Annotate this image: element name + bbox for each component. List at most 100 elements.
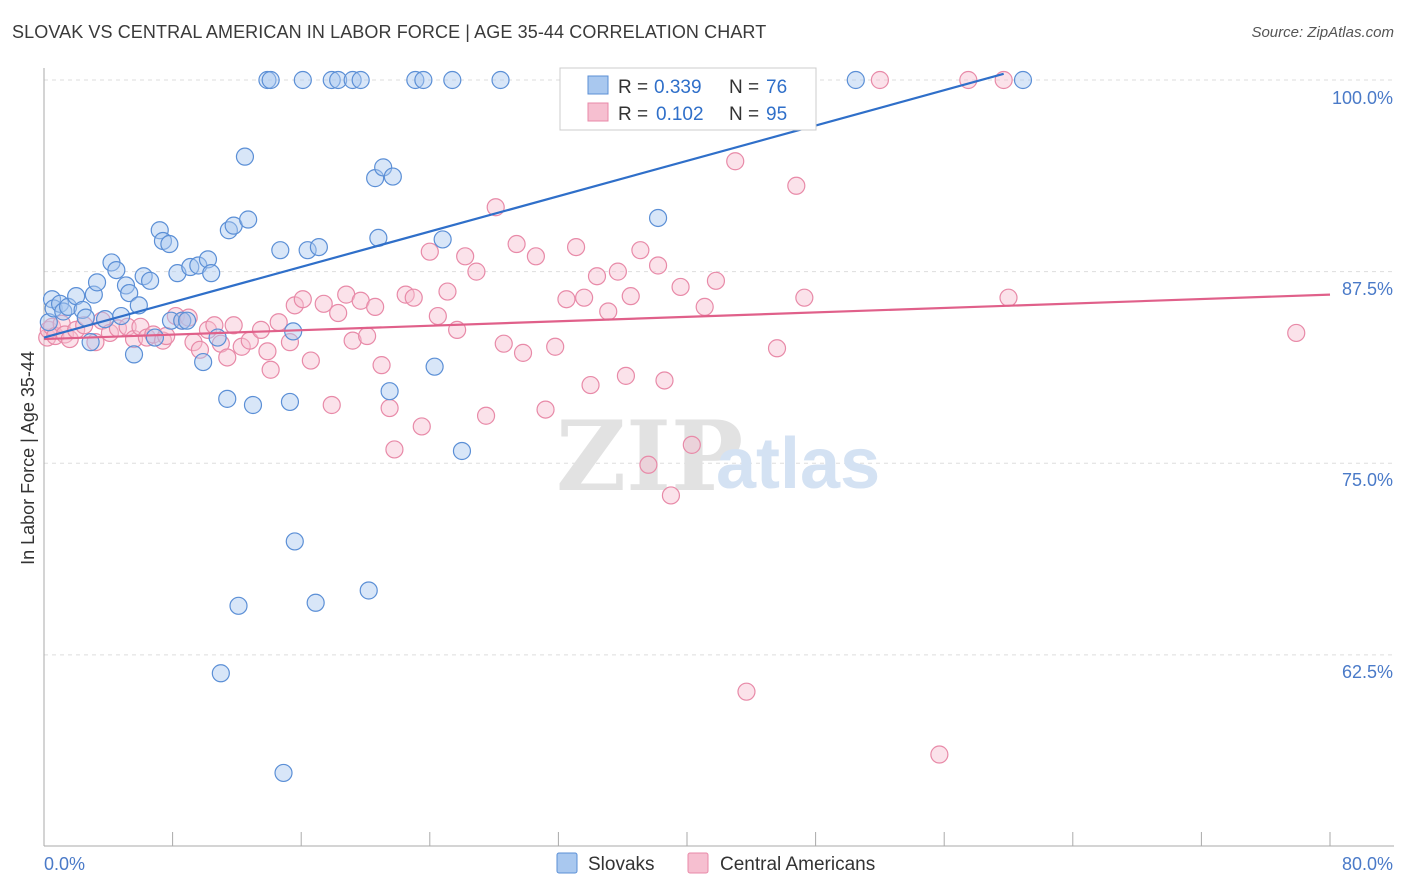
legend-r-label-central: R =	[618, 104, 648, 125]
x-tick-marks	[43, 832, 1331, 846]
central-americans-points	[38, 70, 1306, 764]
slovaks-point-49	[285, 532, 304, 551]
central-americans-point-52	[404, 288, 423, 307]
slovaks-point-36	[218, 389, 237, 408]
slovaks-point-21	[140, 271, 160, 290]
central-americans-point-66	[536, 400, 555, 419]
legend-r-value-slovaks: 0.339	[654, 77, 702, 98]
central-americans-point-53	[412, 417, 431, 436]
slovaks-trend-line	[43, 72, 1004, 339]
central-americans-point-39	[301, 351, 320, 370]
bottom-legend-label-slovaks: Slovaks	[588, 854, 655, 875]
central-americans-trend-line	[43, 293, 1331, 341]
slovaks-point-41	[239, 210, 258, 229]
y-axis-title: In Labor Force | Age 35-44	[18, 351, 38, 565]
central-americans-point-38	[293, 290, 312, 309]
slovaks-point-61	[374, 158, 393, 177]
central-americans-point-77	[631, 241, 650, 260]
chart-title: SLOVAK VS CENTRAL AMERICAN IN LABOR FORC…	[12, 22, 767, 42]
central-americans-point-84	[695, 297, 714, 316]
slovaks-point-39	[229, 596, 248, 615]
central-americans-point-56	[438, 282, 457, 301]
slovaks-point-75	[1013, 70, 1033, 90]
central-americans-point-62	[494, 334, 513, 353]
legend-n-value-central: 95	[766, 104, 787, 125]
slovaks-point-11	[87, 273, 107, 292]
central-americans-point-69	[566, 237, 586, 257]
slovaks-point-51	[298, 241, 317, 260]
slovaks-point-28	[173, 311, 192, 330]
watermark-atlas: atlas	[716, 424, 880, 504]
central-americans-point-68	[557, 290, 576, 309]
central-americans-point-74	[608, 262, 627, 281]
legend-swatch-slovaks	[587, 75, 609, 95]
y-tick-labels: 100.0% 87.5% 75.0% 62.5%	[1332, 88, 1393, 682]
slovaks-point-42	[243, 395, 263, 415]
central-americans-point-92	[930, 745, 949, 764]
central-americans-point-91	[870, 70, 890, 90]
slovaks-point-53	[309, 237, 328, 257]
central-americans-point-55	[428, 306, 447, 326]
slovaks-point-74	[846, 70, 865, 90]
central-americans-point-96	[1287, 323, 1306, 343]
central-americans-point-29	[224, 316, 243, 335]
slovaks-point-58	[359, 581, 378, 600]
central-americans-point-48	[372, 356, 391, 375]
slovaks-point-67	[433, 230, 452, 249]
slovaks-point-44	[261, 70, 280, 90]
slovaks-point-52	[306, 593, 325, 612]
slovaks-point-22	[145, 328, 165, 347]
central-americans-point-44	[343, 331, 362, 350]
slovaks-point-33	[198, 250, 218, 269]
central-americans-point-32	[251, 320, 271, 339]
slovaks-point-69	[452, 441, 472, 461]
central-americans-point-60	[476, 406, 496, 425]
chart-source: Source: ZipAtlas.com	[1251, 24, 1394, 41]
central-americans-point-46	[358, 326, 377, 346]
slovaks-point-23	[150, 221, 169, 240]
central-americans-point-89	[787, 176, 806, 195]
slovaks-point-62	[380, 382, 399, 401]
central-americans-point-70	[575, 288, 594, 307]
central-americans-point-75	[616, 366, 636, 385]
slovaks-point-71	[648, 208, 668, 228]
central-americans-point-54	[420, 242, 439, 261]
legend-r-value-central: 0.102	[656, 104, 704, 125]
slovaks-point-57	[351, 70, 370, 90]
slovaks-points	[39, 70, 1033, 783]
slovaks-point-40	[235, 147, 255, 166]
central-americans-point-81	[661, 486, 681, 505]
legend-n-label-slovaks: N =	[729, 77, 759, 98]
bottom-legend-swatch-slovaks	[556, 852, 578, 874]
central-americans-point-71	[581, 375, 600, 395]
y-tick-label-87-5: 87.5%	[1342, 279, 1393, 299]
grid-layer	[44, 79, 1394, 656]
central-americans-point-72	[587, 267, 607, 286]
central-americans-point-73	[599, 302, 618, 321]
central-americans-point-78	[639, 455, 658, 474]
central-americans-point-90	[795, 288, 814, 307]
slovaks-point-20	[134, 267, 153, 286]
slovaks-point-66	[425, 357, 444, 376]
central-americans-point-58	[456, 247, 475, 266]
x-tick-label-max: 80.0%	[1342, 854, 1393, 874]
central-americans-point-88	[767, 339, 787, 358]
bottom-legend-label-central-americans: Central Americans	[720, 854, 875, 875]
central-americans-point-50	[385, 440, 404, 459]
legend-n-label-central: N =	[729, 104, 759, 125]
central-americans-point-63	[507, 234, 526, 254]
y-tick-label-75: 75.0%	[1342, 470, 1393, 490]
slovaks-point-25	[160, 234, 179, 254]
slovaks-point-55	[329, 70, 348, 90]
central-americans-point-42	[329, 303, 348, 323]
central-americans-point-41	[322, 395, 341, 415]
central-americans-point-64	[513, 343, 533, 362]
slovaks-point-73	[211, 664, 230, 683]
central-americans-point-76	[621, 287, 640, 306]
slovaks-point-50	[293, 70, 312, 90]
central-americans-point-40	[314, 294, 333, 313]
slovaks-point-29	[177, 311, 197, 330]
central-americans-point-35	[269, 313, 288, 332]
central-americans-point-65	[526, 247, 545, 266]
